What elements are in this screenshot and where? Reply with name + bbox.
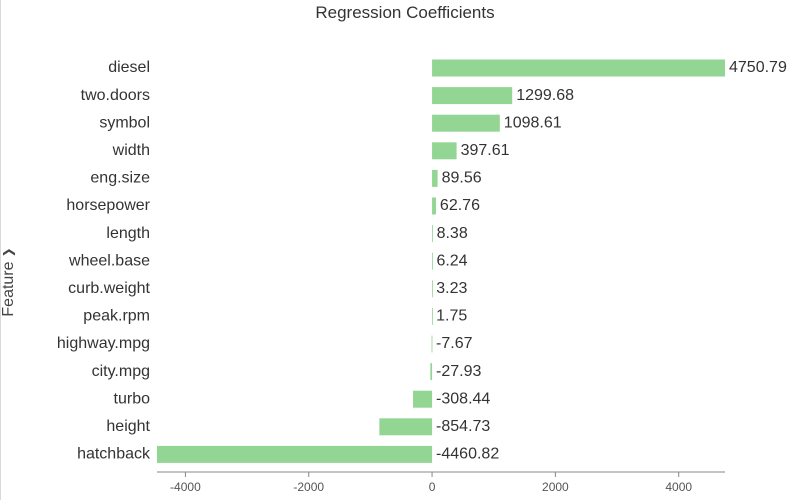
data-label: 1098.61 (504, 114, 562, 131)
data-label: -308.44 (436, 390, 490, 407)
y-tick-label: turbo (114, 390, 151, 407)
x-tick-label: -4000 (170, 480, 201, 494)
bar-highway-mpg (431, 335, 433, 353)
left-border (0, 0, 1, 500)
y-tick-label: diesel (108, 59, 150, 76)
data-label: 1299.68 (516, 87, 574, 104)
y-tick-label: highway.mpg (57, 335, 150, 352)
bar-diesel (432, 59, 725, 77)
y-tick-label: hatchback (77, 446, 151, 463)
y-tick-label: city.mpg (92, 363, 150, 380)
bar-peak-rpm (432, 307, 433, 325)
data-label: -854.73 (436, 418, 490, 435)
x-tick-label: 0 (429, 480, 436, 494)
data-label: 4750.79 (729, 59, 787, 76)
y-tick-label: symbol (99, 114, 150, 131)
y-tick-label: height (106, 418, 150, 435)
bar-length (432, 225, 433, 243)
x-tick-label: -2000 (293, 480, 324, 494)
data-label: 397.61 (461, 142, 510, 159)
y-tick-label: horsepower (66, 197, 150, 214)
bar-two-doors (432, 87, 513, 105)
x-tick-label: 4000 (665, 480, 692, 494)
data-label: -4460.82 (436, 446, 499, 463)
bar-city-mpg (430, 363, 433, 381)
y-tick-label: width (112, 142, 150, 159)
bar-horsepower (432, 197, 436, 215)
bar-width (432, 142, 457, 160)
y-tick-label: two.doors (81, 87, 150, 104)
bar-wheel-base (432, 252, 433, 270)
y-tick-label: length (106, 225, 150, 242)
bar-height (379, 418, 433, 436)
x-tick-label: 2000 (542, 480, 569, 494)
y-tick-label: wheel.base (68, 252, 150, 269)
bar-symbol (432, 114, 500, 132)
data-label: 8.38 (437, 225, 468, 242)
chart-title: Regression Coefficients (315, 3, 495, 22)
data-label: 62.76 (440, 197, 480, 214)
y-tick-label: eng.size (90, 170, 150, 187)
bar-hatchback (157, 445, 433, 463)
y-tick-label: peak.rpm (83, 308, 150, 325)
data-label: -7.67 (436, 335, 473, 352)
data-label: 3.23 (436, 280, 467, 297)
data-label: -27.93 (436, 363, 481, 380)
data-label: 89.56 (442, 170, 482, 187)
data-label: 1.75 (436, 308, 467, 325)
bar-eng-size (432, 169, 438, 187)
data-label: 6.24 (436, 252, 467, 269)
y-tick-label: curb.weight (68, 280, 150, 297)
bar-turbo (413, 390, 433, 408)
bar-curb-weight (432, 280, 433, 298)
